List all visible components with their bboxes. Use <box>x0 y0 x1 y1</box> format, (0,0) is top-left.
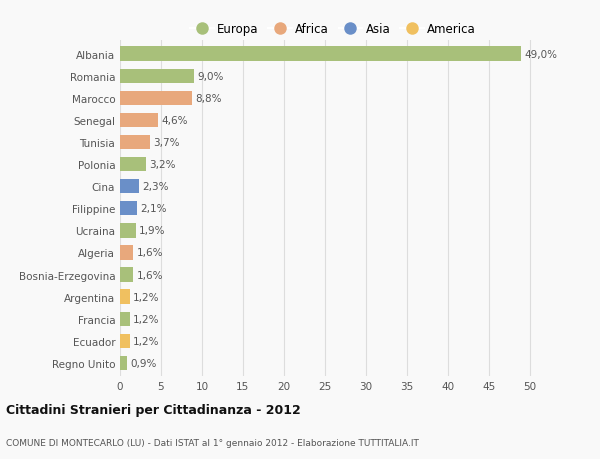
Text: 3,2%: 3,2% <box>149 160 176 170</box>
Bar <box>120 202 137 216</box>
Bar <box>120 356 127 370</box>
Text: 8,8%: 8,8% <box>196 94 222 104</box>
Text: 0,9%: 0,9% <box>131 358 157 368</box>
Text: 3,7%: 3,7% <box>154 138 180 148</box>
Text: 1,2%: 1,2% <box>133 336 160 346</box>
Bar <box>120 179 139 194</box>
Bar <box>120 47 521 62</box>
Bar <box>120 312 130 326</box>
Bar <box>120 91 192 106</box>
Bar <box>120 334 130 348</box>
Text: COMUNE DI MONTECARLO (LU) - Dati ISTAT al 1° gennaio 2012 - Elaborazione TUTTITA: COMUNE DI MONTECARLO (LU) - Dati ISTAT a… <box>6 438 419 447</box>
Bar <box>120 113 158 128</box>
Text: 1,2%: 1,2% <box>133 292 160 302</box>
Legend: Europa, Africa, Asia, America: Europa, Africa, Asia, America <box>185 19 481 41</box>
Bar <box>120 135 151 150</box>
Text: 9,0%: 9,0% <box>197 72 223 82</box>
Text: Cittadini Stranieri per Cittadinanza - 2012: Cittadini Stranieri per Cittadinanza - 2… <box>6 403 301 416</box>
Text: 1,6%: 1,6% <box>136 270 163 280</box>
Text: 1,6%: 1,6% <box>136 248 163 258</box>
Text: 4,6%: 4,6% <box>161 116 187 126</box>
Text: 1,9%: 1,9% <box>139 226 166 236</box>
Bar <box>120 268 133 282</box>
Text: 2,1%: 2,1% <box>140 204 167 214</box>
Bar <box>120 224 136 238</box>
Text: 1,2%: 1,2% <box>133 314 160 324</box>
Bar <box>120 157 146 172</box>
Bar <box>120 69 194 84</box>
Bar <box>120 246 133 260</box>
Bar <box>120 290 130 304</box>
Text: 2,3%: 2,3% <box>142 182 169 192</box>
Text: 49,0%: 49,0% <box>525 50 558 60</box>
